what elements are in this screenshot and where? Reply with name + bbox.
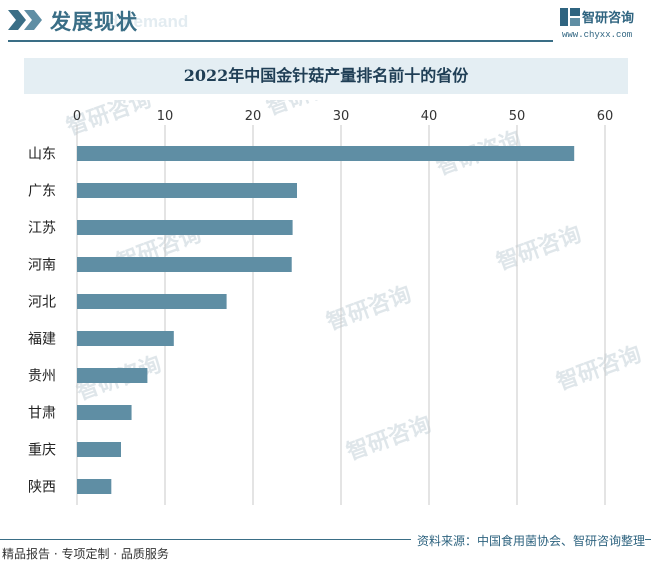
footer-slogan: 精品报告 · 专项定制 · 品质服务 bbox=[2, 547, 169, 561]
x-tick-label: 60 bbox=[597, 109, 614, 124]
brand-url: www.chyxx.com bbox=[562, 30, 633, 40]
chart-title-band: 2022年中国金针菇产量排名前十的省份 bbox=[24, 58, 628, 94]
category-label: 福建 bbox=[28, 332, 56, 348]
footer-source: 资料来源：中国食用菌协会、智研咨询整理 bbox=[410, 532, 645, 549]
bar bbox=[77, 183, 297, 198]
bar bbox=[77, 257, 292, 272]
category-label: 广东 bbox=[28, 184, 56, 200]
brand-block: 智研咨询 www.chyxx.com bbox=[560, 7, 650, 43]
category-label: 甘肃 bbox=[28, 406, 56, 422]
category-label: 江苏 bbox=[28, 221, 56, 237]
x-tick-label: 50 bbox=[509, 109, 526, 124]
category-label: 河南 bbox=[28, 258, 56, 274]
bar bbox=[77, 368, 148, 383]
watermark-text: 智研咨询 bbox=[323, 281, 415, 336]
bar bbox=[77, 146, 575, 161]
category-label: 山东 bbox=[28, 147, 56, 163]
bar bbox=[77, 220, 293, 235]
category-label: 河北 bbox=[28, 295, 56, 311]
category-label: 贵州 bbox=[28, 369, 56, 385]
footer-divider bbox=[0, 539, 651, 540]
chevron-double-right-icon bbox=[8, 10, 42, 30]
category-label: 重庆 bbox=[28, 443, 56, 459]
bar bbox=[77, 479, 112, 494]
bar bbox=[77, 331, 174, 346]
chart-title: 2022年中国金针菇产量排名前十的省份 bbox=[183, 66, 469, 85]
watermark-text: 智研咨询 bbox=[493, 221, 585, 276]
header: d demand 发展现状 智研咨询 www.chyxx.com bbox=[0, 0, 651, 44]
x-tick-label: 10 bbox=[157, 109, 174, 124]
x-tick-label: 20 bbox=[245, 109, 262, 124]
category-label: 陕西 bbox=[28, 480, 56, 496]
watermark-text: 智研咨询 bbox=[553, 341, 645, 396]
brand-logo-icon bbox=[560, 8, 580, 26]
bar-chart: 智研咨询智研咨询智研咨询智研咨询智研咨询智研咨询智研咨询智研咨询智研咨询0102… bbox=[28, 100, 645, 505]
header-ghost-text: d demand bbox=[108, 12, 189, 31]
bar bbox=[77, 442, 121, 457]
brand-name: 智研咨询 bbox=[582, 11, 635, 26]
bar bbox=[77, 405, 132, 420]
bar bbox=[77, 294, 227, 309]
watermark-text: 智研咨询 bbox=[343, 411, 435, 466]
x-tick-label: 40 bbox=[421, 109, 438, 124]
section-title: 发展现状 bbox=[50, 10, 138, 34]
header-divider bbox=[8, 40, 553, 42]
x-tick-label: 0 bbox=[73, 109, 81, 124]
x-tick-label: 30 bbox=[333, 109, 350, 124]
